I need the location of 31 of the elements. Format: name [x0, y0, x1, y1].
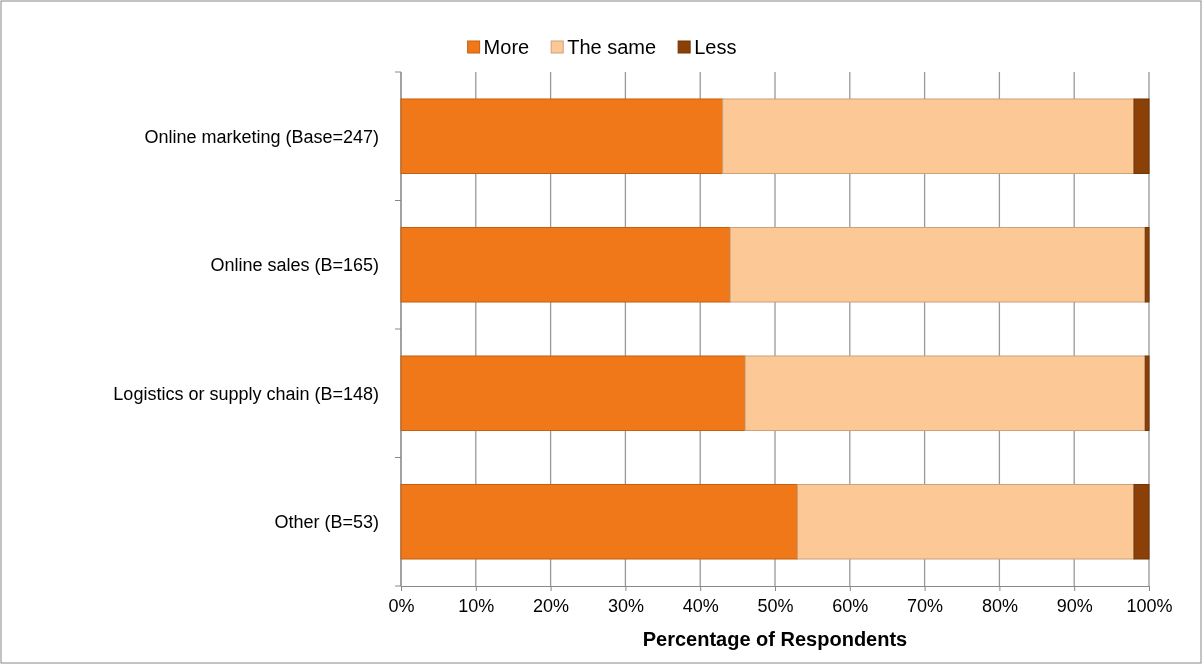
- y-tick-label: Online sales (B=165): [210, 255, 379, 276]
- bar: [400, 226, 731, 303]
- legend-label: Less: [694, 36, 737, 58]
- x-tick-label: 90%: [1056, 595, 1093, 616]
- bar: [1144, 226, 1150, 303]
- x-tick-label: 10%: [458, 595, 495, 616]
- y-tick-label: Online marketing (Base=247): [144, 126, 379, 147]
- x-tick-label: 0%: [388, 595, 415, 616]
- x-axis-title: Percentage of Respondents: [642, 628, 908, 650]
- x-tick-label: 60%: [832, 595, 869, 616]
- legend-label: The same: [567, 36, 657, 58]
- bar: [744, 355, 1146, 432]
- x-tick-label: 100%: [1126, 595, 1173, 616]
- bar: [400, 355, 746, 432]
- bar: [729, 226, 1146, 303]
- bar: [1133, 483, 1150, 560]
- bar: [1144, 355, 1150, 432]
- legend-label: More: [483, 36, 530, 58]
- x-tick-label: 20%: [533, 595, 570, 616]
- x-tick-label: 30%: [607, 595, 644, 616]
- bar: [722, 98, 1135, 175]
- x-tick-label: 40%: [682, 595, 719, 616]
- x-tick-label: 80%: [981, 595, 1018, 616]
- y-tick-label: Logistics or supply chain (B=148): [113, 383, 379, 404]
- y-tick-label: Other (B=53): [274, 512, 379, 533]
- bar: [400, 98, 724, 175]
- x-tick-label: 70%: [907, 595, 944, 616]
- bar: [1133, 98, 1150, 175]
- bar: [796, 483, 1135, 560]
- bar: [400, 483, 798, 560]
- x-tick-label: 50%: [757, 595, 794, 616]
